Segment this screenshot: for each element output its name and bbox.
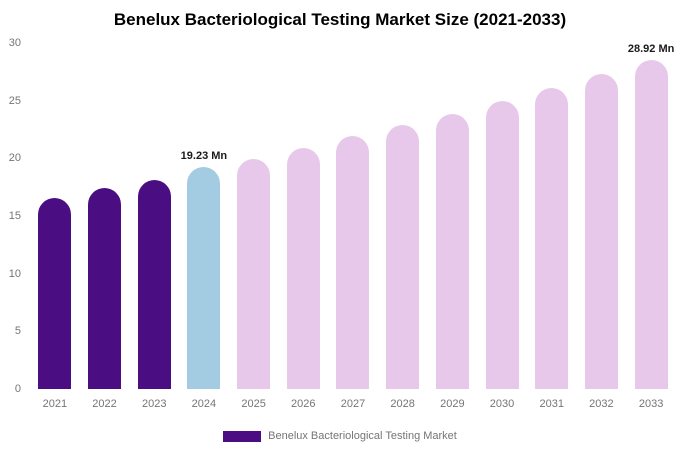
x-axis-label-2033: 2033	[638, 398, 664, 410]
bar-2026[interactable]	[286, 147, 320, 389]
x-axis-label-2032: 2032	[589, 398, 614, 410]
y-axis-tick: 0	[14, 383, 21, 395]
bar-2021[interactable]	[38, 198, 72, 389]
y-axis-tick: 20	[8, 152, 21, 165]
bar-group-2030	[477, 43, 527, 389]
x-axis-label-2030: 2030	[489, 398, 515, 410]
y-axis-tick: 5	[14, 325, 21, 338]
bar-2028[interactable]	[386, 125, 420, 389]
bar-group-2031	[527, 43, 577, 389]
bar-group-2025	[229, 43, 279, 389]
bar-2030[interactable]	[485, 100, 519, 389]
x-axis-label-2021: 2021	[42, 398, 68, 410]
bar-2024[interactable]	[187, 167, 221, 389]
bar-2027[interactable]	[336, 135, 370, 389]
y-axis-tick: 10	[8, 267, 21, 280]
bar-2022[interactable]	[88, 188, 122, 389]
bar-2025[interactable]	[237, 158, 271, 389]
bar-2029[interactable]	[435, 113, 469, 389]
bar-group-2028	[378, 43, 428, 389]
bar-group-2026	[278, 43, 328, 389]
bar-2032[interactable]	[584, 73, 618, 389]
x-axis-label-2024: 2024	[191, 398, 217, 410]
y-axis-tick: 25	[8, 94, 21, 107]
bar-2031[interactable]	[535, 87, 569, 389]
y-axis-tick: 15	[8, 210, 21, 222]
bar-2023[interactable]	[137, 179, 171, 389]
bar-2033[interactable]	[634, 60, 668, 389]
x-axis-label-2029: 2029	[440, 398, 465, 410]
legend-label: Benelux Bacteriological Testing Market	[268, 430, 457, 442]
bar-group-2032	[577, 43, 627, 389]
x-axis-label-2023: 2023	[141, 398, 167, 410]
bar-group-2023	[129, 43, 179, 389]
plot-area: 19.23 Mn 28.92 Mn	[30, 43, 676, 389]
y-axis-tick: 30	[8, 37, 21, 49]
legend-swatch-icon	[223, 430, 262, 442]
x-axis: 2021 2022 2023 2024 2025 2026 2027 2028 2029 2030…	[30, 398, 676, 410]
x-axis-label-2027: 2027	[340, 398, 366, 410]
chart-title: Benelux Bacteriological Testing Market S…	[113, 10, 567, 29]
x-axis-label-2031: 2031	[539, 398, 564, 410]
bar-group-2021	[30, 43, 80, 389]
bar-group-2029	[428, 43, 478, 389]
bar-group-2024: 19.23 Mn	[179, 43, 229, 389]
legend[interactable]: Benelux Bacteriological Testing Market	[0, 430, 680, 442]
x-axis-label-2028: 2028	[390, 398, 415, 410]
x-axis-label-2026: 2026	[291, 398, 316, 410]
x-axis-label-2025: 2025	[241, 398, 266, 410]
y-axis: 0 5 10 15 20 25 30	[0, 37, 26, 395]
bar-group-2027	[328, 43, 378, 389]
bar-group-2033: 28.92 Mn	[626, 43, 676, 389]
bar-value-label: 19.23 Mn	[180, 150, 228, 163]
x-axis-label-2022: 2022	[92, 398, 117, 410]
bar-value-label: 28.92 Mn	[627, 43, 675, 55]
bar-series: 19.23 Mn 28.92 Mn	[30, 43, 676, 389]
bar-group-2022	[80, 43, 130, 389]
